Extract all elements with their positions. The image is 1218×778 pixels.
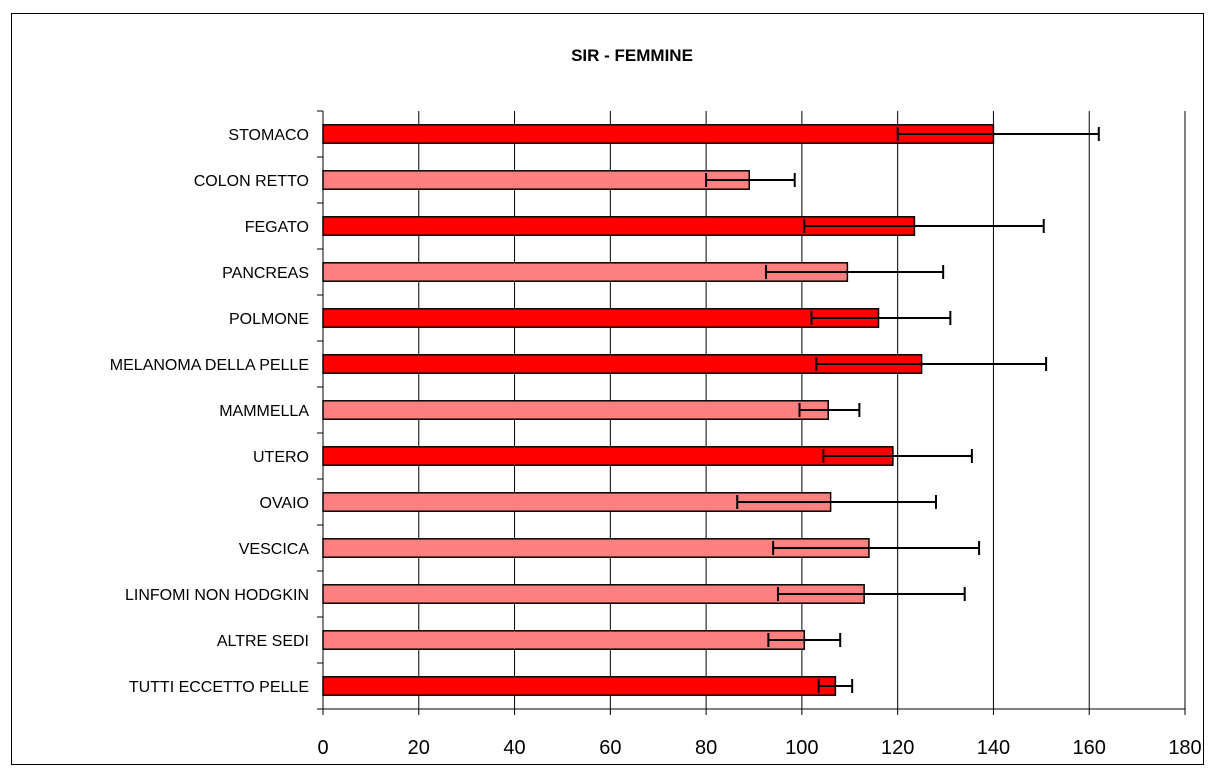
category-label: STOMACO	[228, 127, 309, 144]
axes	[317, 110, 1186, 715]
bars	[322, 124, 995, 696]
x-tick-label: 100	[785, 737, 818, 759]
bar-utero	[322, 446, 894, 466]
category-label: ALTRE SEDI	[217, 633, 309, 650]
bar-tutti-eccetto-pelle	[322, 676, 837, 696]
bar-mammella	[322, 400, 829, 420]
category-label: PANCREAS	[222, 265, 309, 282]
category-label: LINFOMI NON HODGKIN	[125, 587, 309, 604]
category-labels: STOMACO COLON RETTO FEGATO PANCREAS POLMONE M…	[110, 127, 310, 696]
bar-stomaco	[322, 124, 995, 144]
x-tick-label: 80	[695, 737, 717, 759]
category-label: VESCICA	[239, 541, 310, 558]
error-bars	[705, 127, 1100, 693]
bar-polmone	[322, 308, 880, 328]
category-label: TUTTI ECCETTO PELLE	[129, 679, 309, 696]
x-tick-label: 20	[408, 737, 430, 759]
chart-frame: SIR - FEMMINE STOMACO COLON RETTO FEGATO PA…	[11, 13, 1204, 765]
bar-altre-sedi	[322, 630, 806, 650]
category-label: MELANOMA DELLA PELLE	[110, 357, 309, 374]
bar-colon-retto	[322, 170, 750, 190]
category-label: POLMONE	[229, 311, 309, 328]
x-tick-label: 60	[599, 737, 621, 759]
tick-labels: 0 20 40 60 80 100 120 140 160 180	[317, 737, 1201, 759]
x-tick-label: 0	[317, 737, 328, 759]
x-tick-label: 40	[503, 737, 525, 759]
category-label: OVAIO	[260, 495, 310, 512]
category-label: COLON RETTO	[194, 173, 309, 190]
chart-title: SIR - FEMMINE	[571, 46, 693, 65]
category-label: UTERO	[253, 449, 309, 466]
x-tick-label: 120	[881, 737, 914, 759]
bar-chart: SIR - FEMMINE STOMACO COLON RETTO FEGATO PA…	[110, 46, 1202, 759]
x-tick-label: 160	[1073, 737, 1106, 759]
category-label: FEGATO	[245, 219, 309, 236]
x-tick-label: 140	[977, 737, 1010, 759]
category-label: MAMMELLA	[219, 403, 309, 420]
x-tick-label: 180	[1168, 737, 1201, 759]
